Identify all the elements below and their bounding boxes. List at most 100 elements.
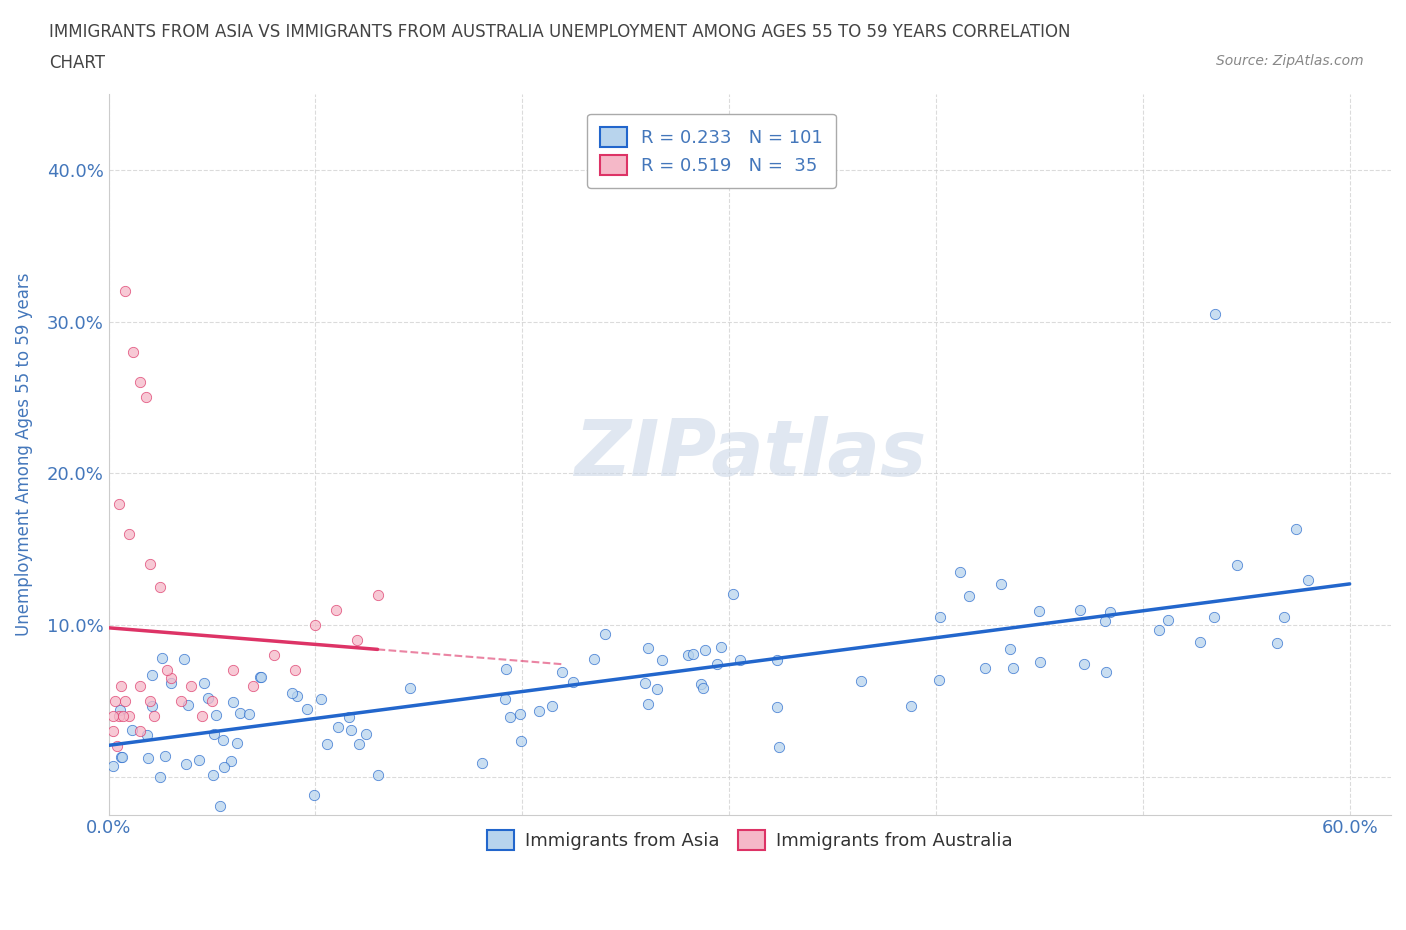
Point: [337, 710, 360, 724]
Point: [1285, 522, 1308, 537]
Point: [551, 665, 574, 680]
Point: [1149, 622, 1171, 637]
Legend: Immigrants from Asia, Immigrants from Australia: Immigrants from Asia, Immigrants from Au…: [478, 820, 1021, 859]
Point: [112, 709, 135, 724]
Point: [170, 694, 193, 709]
Point: [583, 652, 606, 667]
Point: [159, 671, 181, 685]
Point: [849, 674, 872, 689]
Point: [990, 577, 1012, 591]
Point: [114, 694, 136, 709]
Point: [110, 678, 132, 693]
Point: [645, 681, 668, 696]
Point: [1189, 634, 1212, 649]
Point: [1157, 613, 1180, 628]
Point: [128, 375, 150, 390]
Point: [150, 651, 173, 666]
Point: [509, 707, 531, 722]
Point: [149, 770, 172, 785]
Point: [710, 640, 733, 655]
Point: [114, 284, 136, 299]
Point: [728, 653, 751, 668]
Point: [284, 663, 307, 678]
Point: [101, 709, 124, 724]
Point: [328, 720, 350, 735]
Point: [153, 749, 176, 764]
Point: [949, 565, 972, 579]
Point: [302, 788, 325, 803]
Point: [110, 750, 132, 764]
Point: [366, 587, 388, 602]
Point: [721, 586, 744, 601]
Point: [1204, 307, 1226, 322]
Point: [1029, 655, 1052, 670]
Point: [202, 727, 225, 742]
Point: [141, 698, 163, 713]
Point: [160, 675, 183, 690]
Point: [219, 753, 242, 768]
Point: [111, 750, 134, 764]
Point: [122, 344, 145, 359]
Point: [138, 751, 160, 765]
Point: [249, 670, 271, 684]
Point: [637, 640, 659, 655]
Point: [340, 722, 363, 737]
Point: [180, 678, 202, 693]
Point: [325, 603, 347, 618]
Point: [139, 557, 162, 572]
Point: [304, 618, 326, 632]
Point: [1000, 642, 1022, 657]
Point: [706, 657, 728, 671]
Point: [143, 709, 166, 724]
Point: [104, 694, 127, 709]
Point: [1073, 657, 1095, 671]
Point: [108, 702, 131, 717]
Point: [101, 724, 124, 738]
Point: [527, 703, 550, 718]
Point: [212, 759, 235, 774]
Point: [1095, 665, 1118, 680]
Point: [190, 709, 212, 724]
Point: [149, 579, 172, 594]
Point: [495, 692, 517, 707]
Point: [108, 709, 131, 724]
Point: [263, 648, 285, 663]
Point: [201, 767, 224, 782]
Point: [766, 652, 789, 667]
Point: [1272, 610, 1295, 625]
Point: [141, 667, 163, 682]
Point: [768, 740, 790, 755]
Y-axis label: Unemployment Among Ages 55 to 59 years: Unemployment Among Ages 55 to 59 years: [15, 272, 32, 636]
Point: [765, 699, 787, 714]
Point: [242, 678, 264, 693]
Text: Source: ZipAtlas.com: Source: ZipAtlas.com: [1216, 54, 1364, 68]
Point: [637, 697, 659, 711]
Point: [1226, 558, 1249, 573]
Point: [118, 526, 141, 541]
Point: [222, 663, 245, 678]
Point: [347, 737, 370, 751]
Point: [929, 610, 952, 625]
Point: [692, 680, 714, 695]
Point: [634, 675, 657, 690]
Point: [209, 798, 232, 813]
Point: [957, 589, 980, 604]
Point: [367, 767, 389, 782]
Point: [118, 709, 141, 724]
Point: [495, 661, 517, 676]
Point: [280, 685, 302, 700]
Point: [105, 738, 128, 753]
Point: [173, 652, 195, 667]
Point: [346, 632, 368, 647]
Point: [1265, 636, 1288, 651]
Point: [155, 663, 177, 678]
Point: [225, 735, 247, 750]
Point: [593, 627, 616, 642]
Point: [471, 755, 494, 770]
Point: [509, 734, 531, 749]
Point: [229, 706, 252, 721]
Point: [139, 694, 162, 709]
Point: [121, 723, 143, 737]
Point: [499, 710, 522, 724]
Point: [174, 757, 197, 772]
